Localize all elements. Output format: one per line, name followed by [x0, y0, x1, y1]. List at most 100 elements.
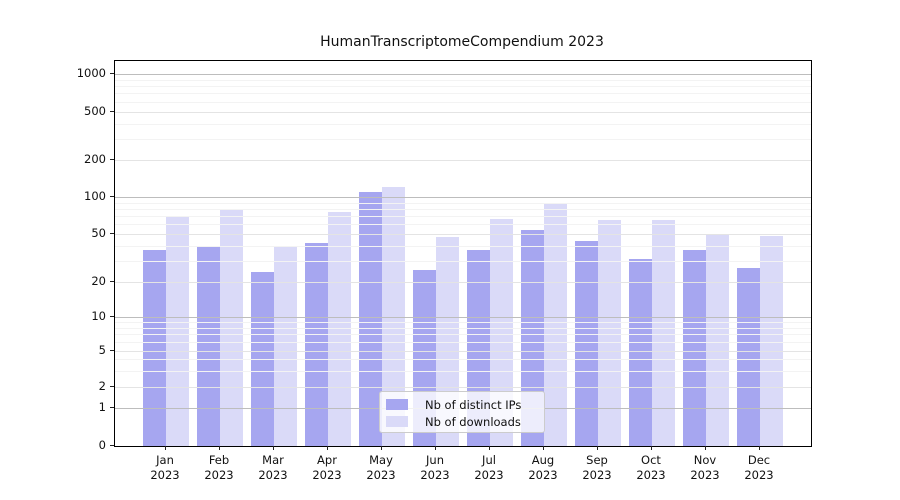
x-tick-mark-dec [759, 446, 760, 450]
x-tick-mark-may [381, 446, 382, 450]
gridline-90 [115, 202, 811, 204]
bar-downloads-oct [652, 220, 675, 446]
bar-distinct-ips-oct [629, 259, 652, 446]
x-tick-mark-aug [543, 446, 544, 450]
x-tick-mark-apr [327, 446, 328, 450]
x-tick-mark-feb [219, 446, 220, 450]
y-tick-label-200: 200 [84, 152, 106, 166]
y-tick-label-5: 5 [98, 342, 106, 357]
bar-downloads-mar [274, 245, 297, 446]
x-tick-label-apr: Apr 2023 [312, 453, 342, 482]
gridline-500 [115, 111, 811, 113]
x-tick-label-dec: Dec 2023 [744, 453, 774, 482]
legend-label-downloads: Nb of downloads [425, 414, 521, 429]
x-tick-mark-jul [489, 446, 490, 450]
bar-distinct-ips-apr [305, 243, 328, 446]
y-tick-label-500: 500 [84, 103, 106, 118]
y-tick-mark-1 [110, 407, 114, 409]
x-tick-label-sep: Sep 2023 [582, 453, 612, 482]
gridline-7 [115, 334, 811, 336]
legend: Nb of distinct IPs Nb of downloads [379, 391, 545, 433]
bar-downloads-may [382, 187, 405, 446]
gridline-900 [115, 79, 811, 81]
bar-downloads-nov [706, 234, 729, 446]
gridline-8 [115, 327, 811, 329]
x-tick-mark-jan [165, 446, 166, 450]
gridline-80 [115, 208, 811, 210]
plot-area [114, 60, 812, 447]
gridline-10 [115, 317, 811, 318]
bar-distinct-ips-mar [251, 272, 274, 446]
x-tick-mark-mar [273, 446, 274, 450]
y-tick-label-1: 1 [98, 400, 106, 415]
gridline-5 [115, 350, 811, 352]
x-tick-mark-nov [705, 446, 706, 450]
y-tick-mark-5 [110, 349, 114, 351]
bar-distinct-ips-nov [683, 249, 706, 446]
bar-downloads-sep [598, 220, 621, 446]
y-tick-label-1000: 1000 [76, 66, 106, 80]
gridline-30 [115, 260, 811, 262]
y-tick-label-50: 50 [91, 226, 106, 240]
y-tick-mark-500 [110, 110, 114, 112]
y-tick-mark-1000 [110, 73, 114, 74]
bar-distinct-ips-jan [143, 249, 166, 446]
y-tick-label-20: 20 [91, 274, 106, 288]
bar-downloads-aug [544, 203, 567, 446]
y-tick-label-0: 0 [98, 438, 106, 452]
gridline-600 [115, 101, 811, 103]
legend-row: Nb of distinct IPs [386, 397, 544, 412]
bar-distinct-ips-sep [575, 240, 598, 446]
x-tick-label-oct: Oct 2023 [636, 453, 666, 482]
bar-distinct-ips-may [359, 191, 382, 446]
x-tick-label-aug: Aug 2023 [528, 453, 558, 482]
gridline-800 [115, 86, 811, 88]
y-tick-mark-20 [110, 281, 114, 282]
bar-distinct-ips-feb [197, 245, 220, 446]
x-tick-label-feb: Feb 2023 [204, 453, 234, 482]
x-tick-label-may: May 2023 [366, 453, 396, 482]
legend-swatch-distinct-ips [386, 399, 408, 410]
gridline-700 [115, 93, 811, 95]
y-tick-mark-0 [110, 445, 114, 446]
legend-swatch-downloads [386, 416, 408, 427]
gridline-1000 [115, 74, 811, 75]
gridline-400 [115, 123, 811, 125]
y-tick-mark-50 [110, 233, 114, 234]
x-tick-mark-oct [651, 446, 652, 450]
bar-downloads-apr [328, 211, 351, 446]
y-tick-mark-10 [110, 316, 114, 317]
gridline-50 [115, 234, 811, 235]
x-tick-label-jun: Jun 2023 [420, 453, 450, 482]
bar-downloads-jul [490, 219, 513, 446]
bar-downloads-dec [760, 236, 783, 446]
y-tick-label-2: 2 [98, 379, 106, 393]
gridline-9 [115, 322, 811, 324]
y-tick-mark-100 [110, 196, 114, 197]
bar-distinct-ips-dec [737, 268, 760, 446]
x-tick-mark-sep [597, 446, 598, 450]
gridline-3 [115, 370, 811, 372]
y-tick-label-100: 100 [84, 189, 106, 203]
gridline-20 [115, 282, 811, 283]
gridline-40 [115, 245, 811, 247]
gridline-60 [115, 224, 811, 226]
x-tick-label-jul: Jul 2023 [474, 453, 504, 482]
y-tick-mark-2 [110, 386, 114, 387]
x-tick-label-jan: Jan 2023 [150, 453, 180, 482]
y-tick-mark-200 [110, 159, 114, 160]
gridline-200 [115, 160, 811, 161]
gridline-100 [115, 197, 811, 198]
y-tick-label-10: 10 [91, 309, 106, 323]
gridline-300 [115, 138, 811, 140]
bar-downloads-jan [166, 216, 189, 446]
gridline-4 [115, 359, 811, 361]
x-tick-mark-jun [435, 446, 436, 450]
gridline-6 [115, 341, 811, 343]
chart-title: HumanTranscriptomeCompendium 2023 [320, 34, 604, 50]
legend-row: Nb of downloads [386, 414, 544, 429]
x-tick-label-mar: Mar 2023 [258, 453, 288, 482]
legend-label-distinct-ips: Nb of distinct IPs [425, 397, 522, 412]
x-tick-label-nov: Nov 2023 [690, 453, 720, 482]
